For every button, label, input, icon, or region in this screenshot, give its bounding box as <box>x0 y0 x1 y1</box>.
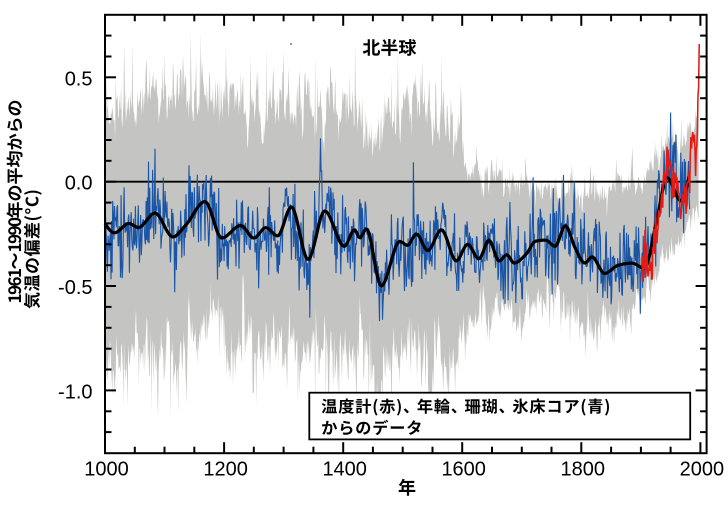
svg-text:1000: 1000 <box>84 459 129 481</box>
svg-text:1200: 1200 <box>203 459 248 481</box>
svg-text:0.0: 0.0 <box>65 173 93 195</box>
svg-text:1800: 1800 <box>561 459 606 481</box>
svg-text:2000: 2000 <box>680 459 725 481</box>
svg-text:1400: 1400 <box>322 459 367 481</box>
svg-text:0.5: 0.5 <box>65 68 93 90</box>
svg-text:-1.0: -1.0 <box>58 381 92 403</box>
svg-text:1600: 1600 <box>441 459 486 481</box>
svg-text:-0.5: -0.5 <box>58 277 92 299</box>
